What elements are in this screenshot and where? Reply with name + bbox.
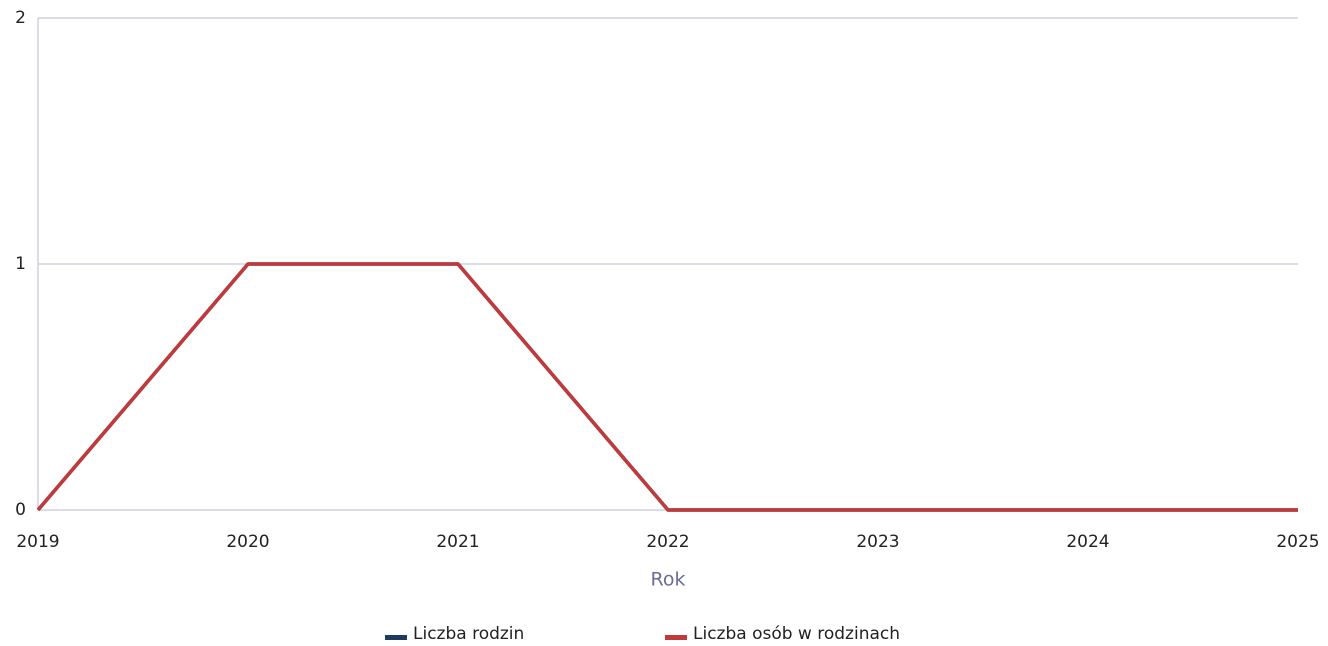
series-line xyxy=(36,262,1298,512)
y-tick-label: 1 xyxy=(15,254,26,274)
x-tick-label: 2023 xyxy=(856,532,899,552)
x-axis-label: Rok xyxy=(651,569,686,591)
legend-swatch xyxy=(385,635,407,640)
legend-label: Liczba rodzin xyxy=(413,624,524,644)
y-tick-label: 0 xyxy=(15,500,26,520)
x-tick-label: 2024 xyxy=(1066,532,1109,552)
series-line xyxy=(36,262,1298,512)
legend-label: Liczba osób w rodzinach xyxy=(693,624,900,644)
x-tick-label: 2022 xyxy=(646,532,689,552)
x-tick-label: 2021 xyxy=(436,532,479,552)
x-tick-label: 2020 xyxy=(226,532,269,552)
y-tick-label: 2 xyxy=(15,8,26,28)
legend-swatch xyxy=(665,635,687,640)
x-tick-label: 2019 xyxy=(16,532,59,552)
x-tick-label: 2025 xyxy=(1276,532,1319,552)
